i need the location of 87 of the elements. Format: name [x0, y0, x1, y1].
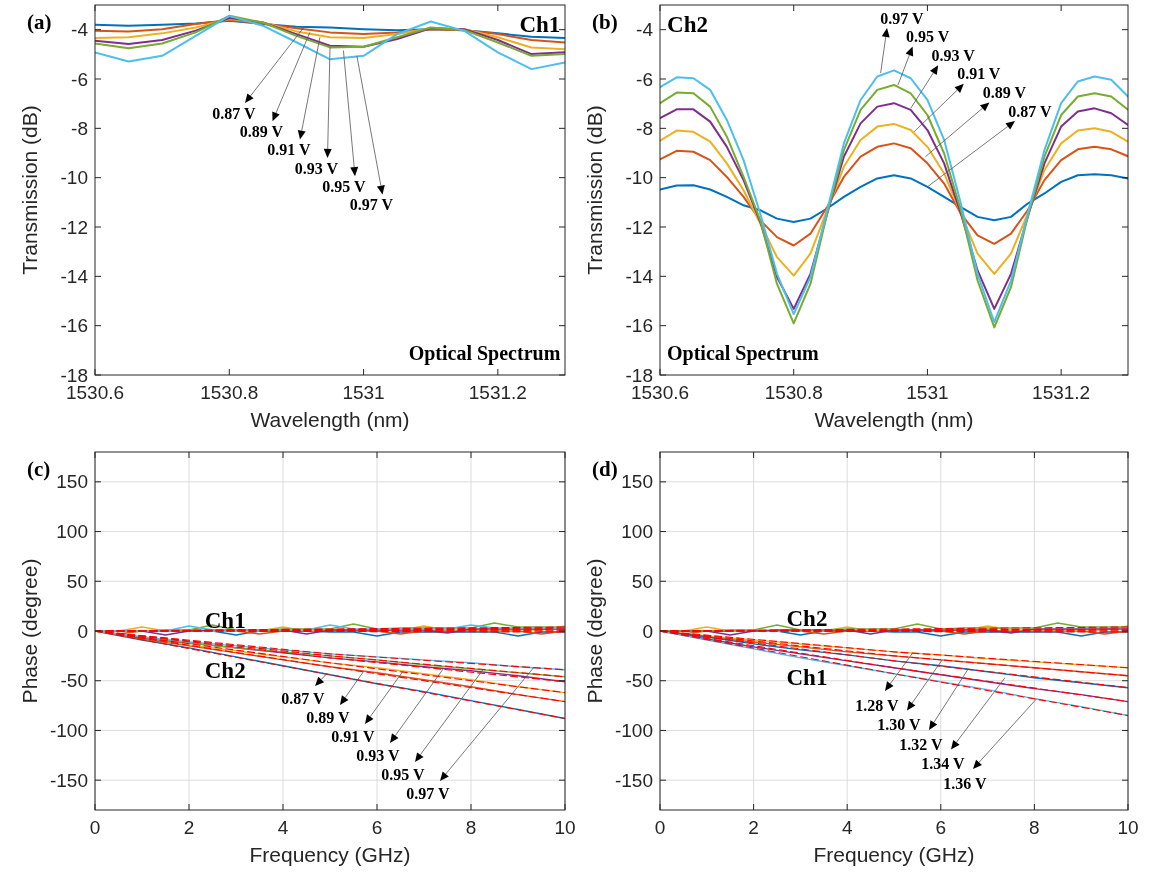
- y-tick-label: 0: [77, 620, 88, 642]
- y-tick-label: -10: [625, 167, 653, 189]
- y-tick-label: -100: [49, 720, 88, 742]
- y-tick-label: -50: [60, 670, 88, 692]
- annotation: Ch2: [786, 606, 828, 632]
- y-tick-label: 150: [621, 471, 653, 493]
- x-tick-label: 2: [183, 817, 195, 838]
- annotation: 0.95 V: [905, 28, 950, 46]
- y-tick-label: -14: [625, 265, 654, 287]
- annotation: Ch1: [519, 11, 561, 37]
- annotation: 0.91 V: [331, 727, 376, 745]
- annotation: 0.95 V: [381, 765, 426, 783]
- y-tick-label: 100: [56, 521, 88, 543]
- y-tick-label: -6: [71, 68, 88, 90]
- annotation: 0.91 V: [957, 65, 1001, 83]
- annotation: 0.93 V: [294, 159, 339, 177]
- y-tick-label: -6: [636, 68, 653, 90]
- y-axis-title: Transmission (dB): [583, 105, 606, 275]
- annotation: 1.36 V: [943, 774, 988, 792]
- y-tick-label: -8: [71, 117, 88, 139]
- x-tick-label: 1531: [906, 382, 949, 403]
- y-tick-label: -150: [49, 769, 88, 791]
- annotation: 1.32 V: [899, 735, 944, 753]
- y-axis-title: Phase (degree): [583, 558, 606, 704]
- annotation: 1.28 V: [855, 696, 900, 714]
- y-tick-label: -16: [625, 315, 653, 337]
- y-tick-label: 100: [621, 521, 653, 543]
- annotation: 0.95 V: [322, 177, 367, 195]
- annotation: 1.30 V: [877, 716, 922, 734]
- x-tick-label: 1531.2: [1032, 382, 1091, 403]
- y-tick-label: -14: [60, 265, 89, 287]
- annotation: 0.91 V: [267, 141, 312, 159]
- x-tick-label: 4: [277, 817, 289, 838]
- x-tick-label: 6: [371, 817, 383, 838]
- y-tick-label: -4: [71, 19, 89, 41]
- annotation: Ch1: [204, 607, 246, 633]
- annotation: Ch1: [786, 664, 828, 690]
- annotation: 0.97 V: [880, 9, 925, 27]
- annotation: 0.87 V: [281, 689, 326, 707]
- x-tick-label: 4: [841, 817, 853, 838]
- y-axis-title: Phase (degree): [18, 558, 41, 704]
- x-tick-label: 1530.8: [764, 382, 823, 403]
- x-tick-label: 8: [1029, 817, 1040, 838]
- x-axis-title: Frequency (GHz): [813, 843, 975, 866]
- y-tick-label: -100: [614, 720, 653, 742]
- x-axis-title: Wavelength (nm): [814, 408, 974, 431]
- y-tick-label: 0: [642, 620, 653, 642]
- chart-title: (d): [592, 457, 618, 481]
- annotation: Ch2: [667, 11, 708, 37]
- x-axis-title: Wavelength (nm): [250, 408, 410, 431]
- annotation: Optical Spectrum: [667, 341, 820, 365]
- annotation: 0.97 V: [406, 784, 451, 802]
- y-tick-label: -150: [614, 769, 653, 791]
- chart-title: (c): [27, 457, 51, 481]
- x-tick-label: 1531: [342, 382, 385, 403]
- y-tick-label: -16: [60, 315, 88, 337]
- x-tick-label: 1531.2: [468, 382, 527, 403]
- x-tick-label: 2: [748, 817, 759, 838]
- annotation: 0.89 V: [239, 122, 284, 140]
- x-axis-title: Frequency (GHz): [249, 843, 411, 866]
- x-tick-label: 8: [465, 817, 477, 838]
- x-tick-label: 10: [1117, 817, 1139, 838]
- annotation: 0.87 V: [212, 104, 257, 122]
- x-tick-label: 10: [554, 817, 576, 838]
- x-tick-label: 1530.8: [200, 382, 259, 403]
- y-tick-label: 50: [66, 570, 88, 592]
- annotation: 0.89 V: [306, 708, 351, 726]
- y-tick-label: 50: [631, 570, 653, 592]
- annotation: 0.89 V: [982, 84, 1027, 101]
- y-tick-label: -50: [625, 670, 653, 692]
- y-tick-label: -10: [60, 167, 88, 189]
- chart-title: (b): [592, 10, 618, 34]
- annotation: 0.93 V: [931, 46, 976, 64]
- annotation: Ch2: [204, 658, 246, 684]
- y-tick-label: -12: [625, 216, 653, 238]
- annotation: 0.93 V: [356, 746, 401, 764]
- chart-title: (a): [27, 10, 52, 34]
- annotation: Optical Spectrum: [408, 341, 561, 365]
- annotation: 0.87 V: [1008, 102, 1053, 120]
- y-tick-label: -12: [60, 216, 88, 238]
- annotation: 0.97 V: [349, 196, 394, 214]
- y-axis-title: Transmission (dB): [18, 105, 41, 275]
- y-tick-label: -4: [636, 19, 654, 41]
- y-tick-label: 150: [56, 471, 88, 493]
- y-tick-label: -8: [636, 117, 653, 139]
- annotation: 1.34 V: [921, 755, 966, 773]
- x-tick-label: 6: [935, 817, 947, 838]
